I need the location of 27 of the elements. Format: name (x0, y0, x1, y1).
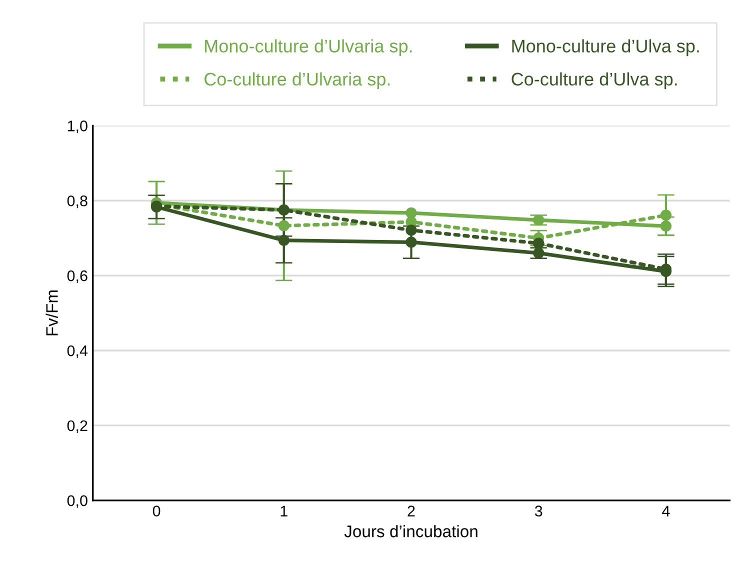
y-tick-label: 1,0 (68, 120, 88, 134)
y-tick-label: 0,6 (67, 270, 88, 284)
x-tick-label: 3 (534, 506, 542, 516)
point (660, 210, 672, 221)
legend-label: Co-culture d’Ulva sp. (512, 72, 677, 90)
y-tick-label: 0,8 (67, 195, 88, 208)
y-tick-label: 0,0 (67, 495, 88, 508)
point (533, 248, 544, 259)
point (278, 234, 290, 246)
legend-label: Mono-culture d’Ulvaria sp. (205, 39, 412, 56)
x-tick-label: 0 (152, 506, 160, 516)
y-axis-title: Fv/Fm (46, 290, 58, 336)
x-tick-label: 1 (280, 506, 288, 516)
point (660, 220, 672, 232)
point (406, 236, 417, 248)
legend-label: Mono-culture d’Ulva sp. (512, 39, 699, 56)
legend-label: Co-culture d’Ulvaria sp. (204, 72, 390, 90)
y-tick-label: 0,4 (67, 345, 88, 358)
point (278, 220, 290, 232)
x-axis-title: Jours d’incubation (344, 525, 478, 538)
y-tick-label: 0,2 (67, 420, 88, 433)
point (406, 224, 417, 236)
point (533, 238, 544, 249)
x-tick-label: 4 (662, 506, 670, 516)
point (406, 207, 417, 219)
point (533, 214, 544, 226)
x-tick-label: 2 (408, 506, 415, 516)
